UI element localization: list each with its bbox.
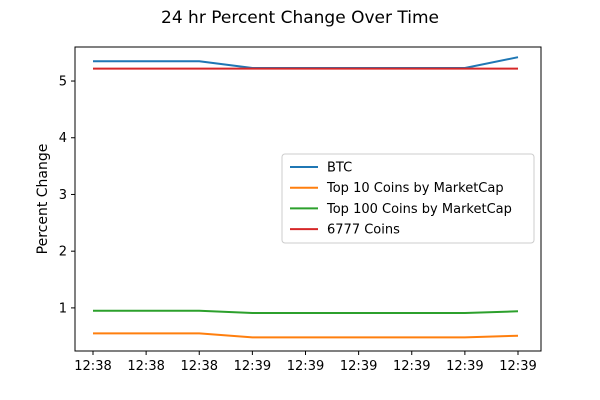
series-line-top-10-coins-by-marketcap xyxy=(93,332,519,339)
x-tick-label: 12:39 xyxy=(287,359,324,374)
y-tick-label: 4 xyxy=(59,131,67,146)
y-tick-label: 2 xyxy=(59,245,67,260)
x-tick-label: 12:39 xyxy=(340,359,377,374)
plot-area xyxy=(74,46,542,352)
x-tick-label: 12:38 xyxy=(181,359,218,374)
series-line-top-100-coins-by-marketcap xyxy=(93,309,519,314)
axes-frame xyxy=(74,46,542,352)
y-tick-label: 3 xyxy=(59,188,67,203)
x-tick-label: 12:39 xyxy=(499,359,536,374)
legend-label: Top 10 Coins by MarketCap xyxy=(326,181,504,196)
x-tick-label: 12:38 xyxy=(74,359,111,374)
y-axis-ticks: 1 2 3 4 5 xyxy=(59,75,75,316)
x-axis-ticks: 12:38 12:38 12:38 12:39 12:39 12:39 12:39 12:39… xyxy=(74,351,537,374)
x-tick-label: 12:39 xyxy=(234,359,271,374)
y-tick-label: 1 xyxy=(59,301,67,316)
legend-label: BTC xyxy=(327,161,352,176)
series-line-btc xyxy=(93,56,519,69)
series-lines xyxy=(93,56,519,339)
x-tick-label: 12:39 xyxy=(446,359,483,374)
legend-label: 6777 Coins xyxy=(327,223,400,238)
y-axis-label: Percent Change xyxy=(35,144,51,255)
legend: BTC Top 10 Coins by MarketCap Top 100 Coin… xyxy=(281,153,535,244)
x-tick-label: 12:38 xyxy=(127,359,164,374)
legend-label: Top 100 Coins by MarketCap xyxy=(326,202,512,217)
y-tick-label: 5 xyxy=(59,75,67,90)
x-tick-label: 12:39 xyxy=(393,359,430,374)
legend-box xyxy=(281,153,535,244)
chart-title: 24 hr Percent Change Over Time xyxy=(161,8,439,28)
